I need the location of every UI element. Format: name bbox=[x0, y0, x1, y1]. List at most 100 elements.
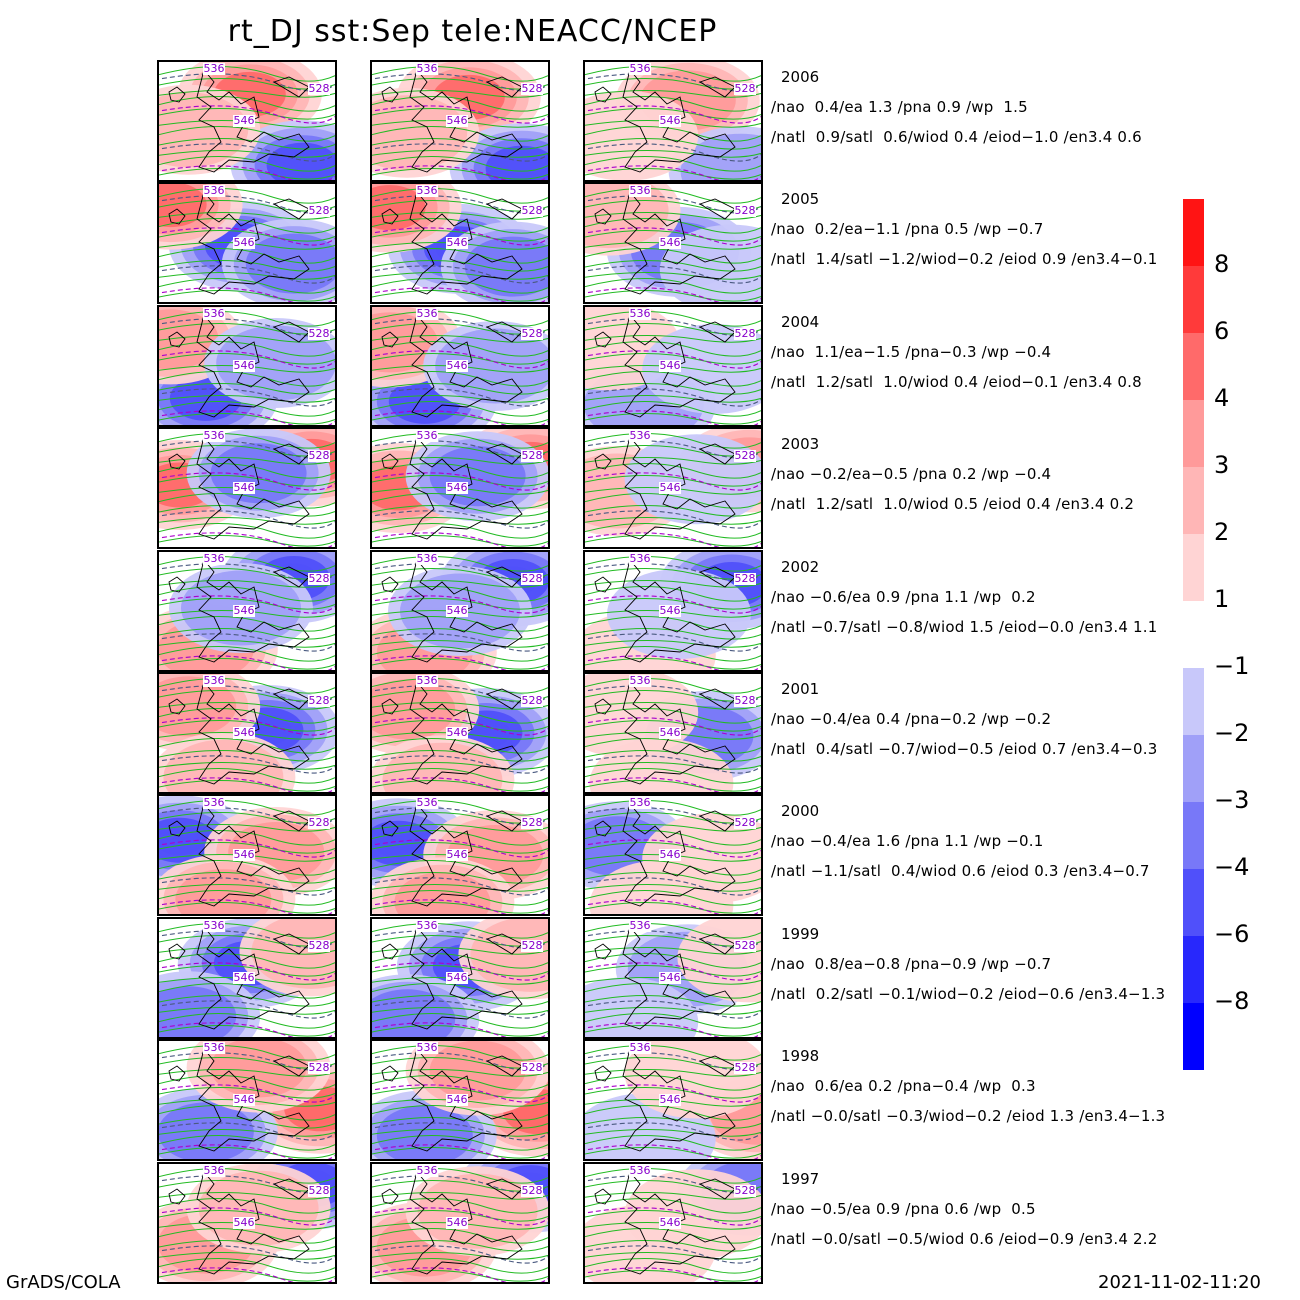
anomaly-shade bbox=[659, 224, 761, 302]
contour-line bbox=[372, 259, 548, 272]
contour-label-bg bbox=[233, 849, 255, 861]
contour-label-bg bbox=[233, 727, 255, 739]
contour-label: 528 bbox=[309, 327, 330, 340]
contour-line bbox=[159, 534, 335, 547]
index-line-1: /nao −0.4/ea 0.4 /pna−0.2 /wp −0.2 bbox=[771, 710, 1052, 728]
footer-credit: GrADS/COLA bbox=[6, 1272, 121, 1293]
contour-label: 546 bbox=[660, 481, 681, 494]
contour-line bbox=[372, 211, 548, 220]
contour-line bbox=[159, 579, 335, 588]
index-line-2: /natl −0.7/satl −0.8/wiod 1.5 /eiod−0.0 … bbox=[771, 618, 1158, 636]
contour-line bbox=[585, 823, 761, 832]
contour-line bbox=[159, 889, 335, 906]
contour-line bbox=[159, 657, 335, 670]
contour-line bbox=[159, 737, 335, 754]
contour-label-bg bbox=[629, 1165, 651, 1177]
contour-label-bg bbox=[734, 450, 756, 462]
contour-label-bg bbox=[446, 1094, 468, 1106]
contour-line bbox=[159, 871, 335, 884]
contour-line bbox=[159, 89, 335, 98]
contour-label-bg bbox=[308, 450, 330, 462]
contour-line bbox=[159, 1024, 335, 1037]
contour-label: 528 bbox=[309, 694, 330, 707]
dashed-contour bbox=[585, 105, 761, 124]
contour-line bbox=[372, 555, 548, 572]
contour-line bbox=[372, 964, 548, 977]
coastline bbox=[622, 436, 736, 540]
contour-line bbox=[159, 1104, 335, 1121]
dashed-contour bbox=[159, 410, 335, 425]
contour-label-bg bbox=[446, 360, 468, 372]
dashed-contour bbox=[159, 962, 335, 981]
contour-line bbox=[372, 922, 548, 939]
contour-line bbox=[159, 555, 335, 572]
colorbar-segment bbox=[1183, 668, 1204, 735]
dashed-contour bbox=[372, 1022, 548, 1037]
index-line-1: /nao 0.8/ea−0.8 /pna−0.9 /wp −0.7 bbox=[771, 955, 1052, 973]
contour-line bbox=[372, 187, 548, 204]
contour-line bbox=[159, 211, 335, 220]
coastline bbox=[196, 559, 310, 663]
contour-label-bg bbox=[446, 237, 468, 249]
dashed-contour bbox=[372, 227, 548, 246]
contour-label: 536 bbox=[417, 184, 438, 197]
dashed-contour bbox=[585, 1207, 761, 1226]
contour-label: 536 bbox=[204, 1041, 225, 1054]
colorbar-label: 1 bbox=[1214, 585, 1230, 613]
dashed-contour bbox=[372, 962, 548, 981]
contour-label: 528 bbox=[309, 816, 330, 829]
contour-label: 546 bbox=[447, 114, 468, 127]
dashed-contour bbox=[159, 472, 335, 491]
dashed-contour bbox=[372, 877, 548, 896]
dashed-contour bbox=[372, 1000, 548, 1019]
contour-line bbox=[372, 107, 548, 120]
anomaly-map-panel: 536 528 546 bbox=[583, 1039, 763, 1161]
dashed-contour bbox=[372, 655, 548, 670]
contour-label-bg bbox=[416, 920, 438, 932]
contour-label: 536 bbox=[204, 62, 225, 75]
contour-label: 546 bbox=[234, 604, 255, 617]
contour-line bbox=[159, 841, 335, 854]
contour-line bbox=[585, 107, 761, 120]
dashed-contour bbox=[372, 165, 548, 180]
contour-line bbox=[372, 982, 548, 999]
contour-label: 528 bbox=[309, 204, 330, 217]
contour-line bbox=[159, 522, 335, 539]
coastline bbox=[196, 69, 310, 173]
contour-line bbox=[159, 340, 335, 357]
dashed-contour bbox=[159, 1207, 335, 1226]
coastline bbox=[196, 681, 310, 785]
coastline bbox=[409, 436, 523, 540]
contour-line bbox=[585, 211, 761, 220]
contour-label-bg bbox=[446, 727, 468, 739]
dashed-contour bbox=[159, 1267, 335, 1282]
contour-line bbox=[372, 1167, 548, 1184]
dashed-contour bbox=[372, 287, 548, 302]
contour-label: 528 bbox=[522, 1061, 543, 1074]
contour-label: 536 bbox=[204, 674, 225, 687]
anomaly-map-panel: 536 528 546 bbox=[157, 917, 337, 1039]
contour-line bbox=[372, 65, 548, 82]
anomaly-shade bbox=[216, 325, 335, 401]
contour-line bbox=[372, 585, 548, 602]
dashed-contour bbox=[585, 143, 761, 162]
coastline bbox=[196, 314, 310, 418]
contour-line bbox=[159, 609, 335, 618]
dashed-contour bbox=[585, 472, 761, 491]
dashed-contour bbox=[372, 143, 548, 162]
contour-line bbox=[372, 1197, 548, 1214]
contour-line bbox=[159, 310, 335, 327]
contour-line bbox=[372, 1239, 548, 1252]
dashed-contour bbox=[585, 1084, 761, 1103]
contour-line bbox=[159, 1074, 335, 1091]
contour-line bbox=[585, 1191, 761, 1200]
contour-line bbox=[585, 1104, 761, 1121]
contour-line bbox=[585, 89, 761, 98]
dashed-contour bbox=[585, 633, 761, 652]
anomaly-map-panel: 536 528 546 bbox=[370, 427, 550, 549]
coastline bbox=[409, 1171, 523, 1275]
dashed-contour bbox=[585, 655, 761, 670]
anomaly-map-panel: 536 528 546 bbox=[157, 672, 337, 794]
anomaly-map-panel: 536 528 546 bbox=[370, 60, 550, 182]
contour-label: 546 bbox=[660, 359, 681, 372]
